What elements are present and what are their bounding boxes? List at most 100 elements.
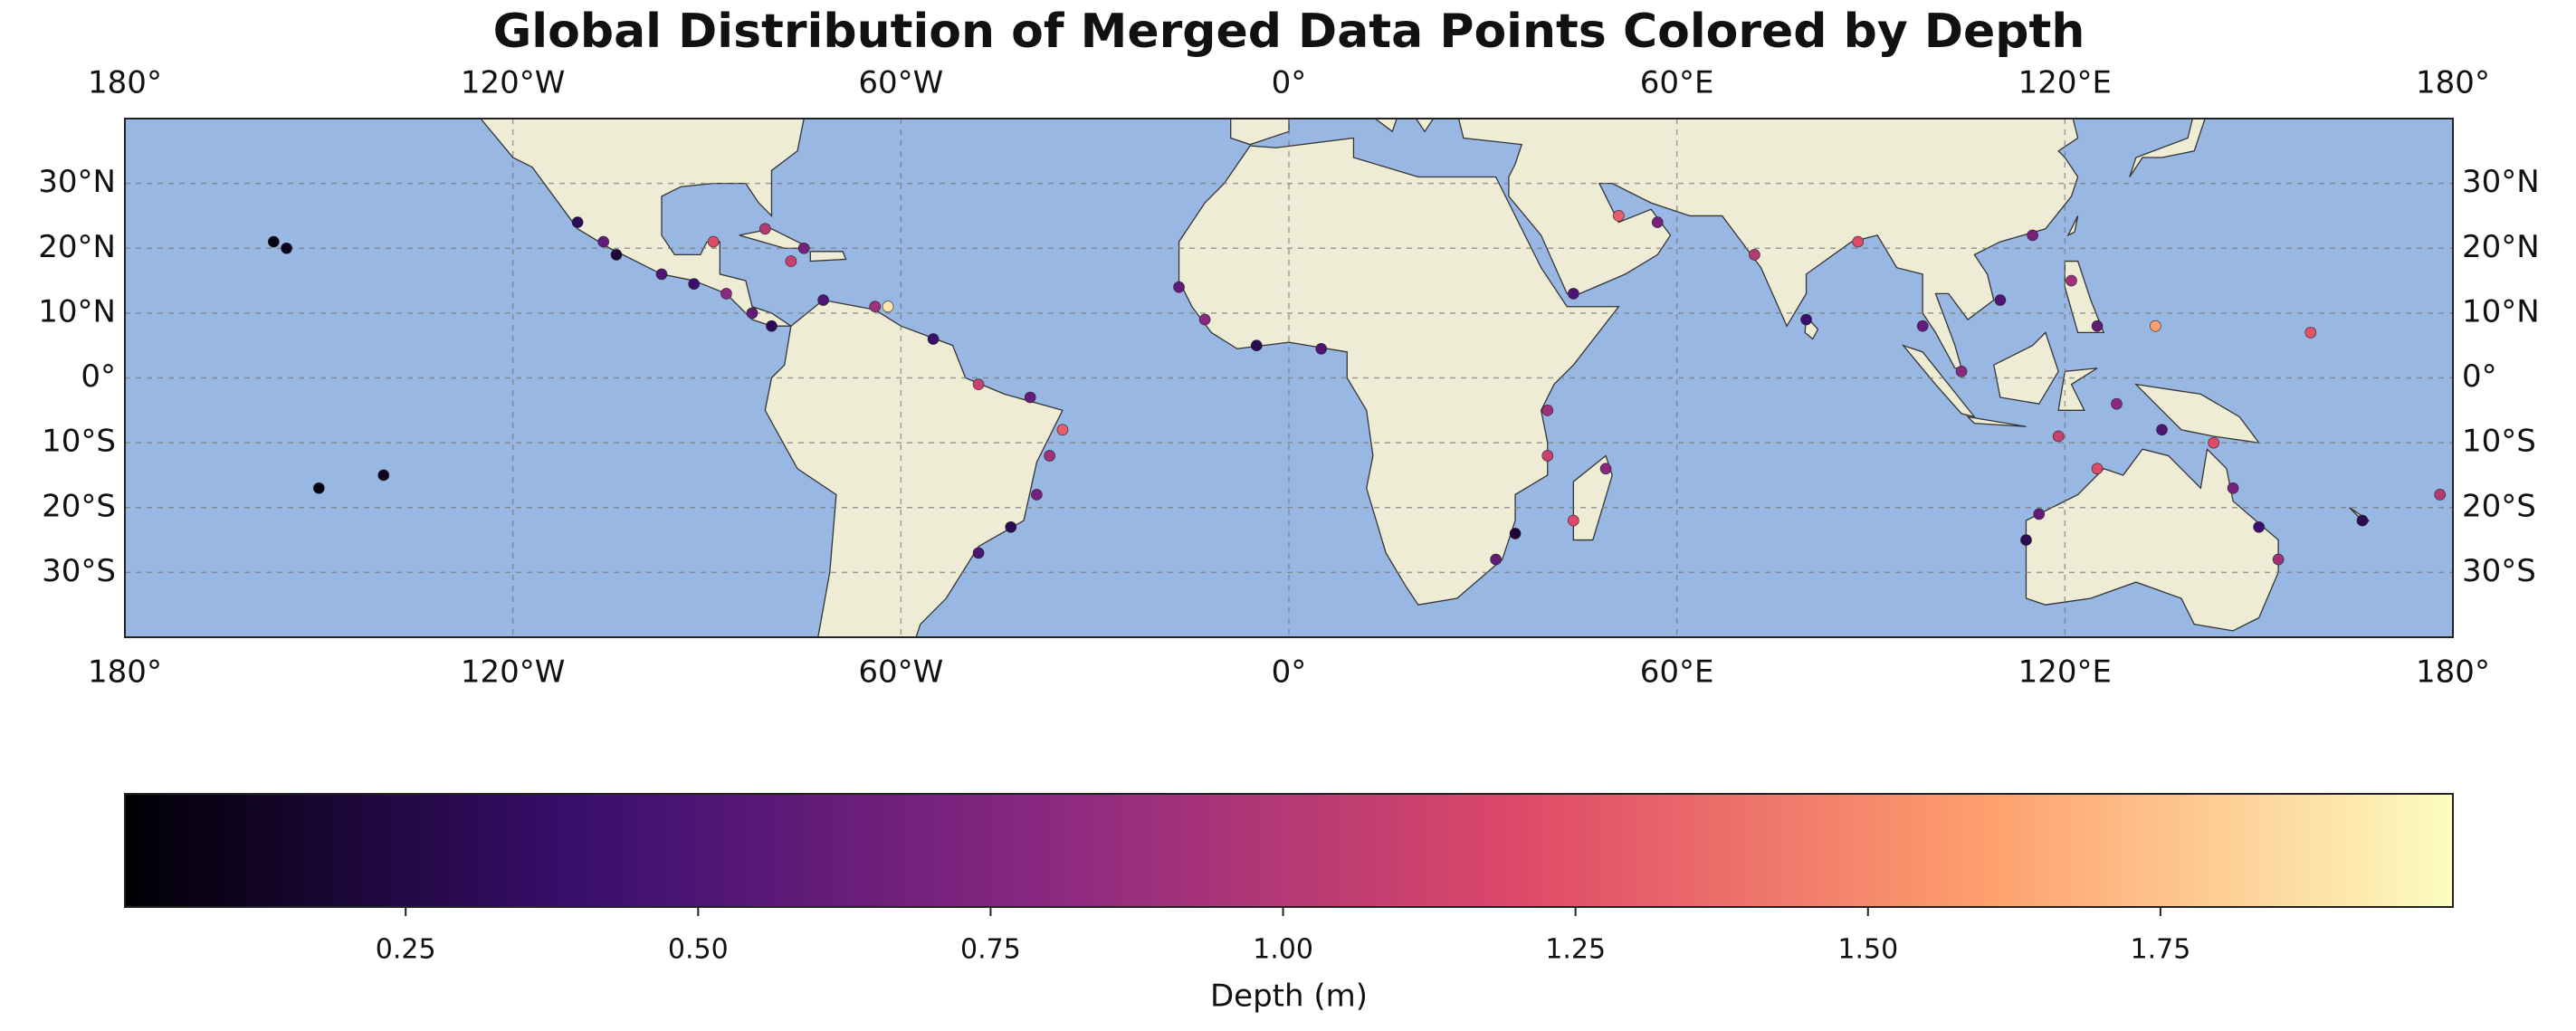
sulawesi xyxy=(2057,368,2098,411)
x-tick-label: 180° xyxy=(2416,65,2490,101)
java xyxy=(1966,415,2027,427)
colorbar-tick-label: 1.00 xyxy=(1253,934,1313,966)
data-point xyxy=(268,235,280,248)
colorbar-tick-label: 1.75 xyxy=(2130,934,2190,966)
data-point xyxy=(1031,489,1043,501)
africa xyxy=(1178,137,1620,606)
x-tick-label: 120°W xyxy=(461,65,566,101)
y-tick-label: 30°S xyxy=(42,553,116,589)
y-tick-label: 20°N xyxy=(2462,229,2540,265)
data-point xyxy=(2091,320,2104,332)
borneo xyxy=(1993,331,2059,405)
data-point xyxy=(688,278,701,290)
data-point xyxy=(1568,514,1579,527)
north-america xyxy=(480,119,805,327)
data-point xyxy=(281,242,292,254)
data-point xyxy=(1994,294,2007,306)
data-point xyxy=(2208,436,2219,449)
y-tick-label: 20°S xyxy=(2462,488,2536,524)
data-point xyxy=(766,320,778,332)
data-point xyxy=(1198,313,1211,326)
data-point xyxy=(1005,520,1017,533)
data-point xyxy=(1541,405,1554,416)
data-point xyxy=(1250,339,1263,351)
x-tick-label: 0° xyxy=(1272,65,1307,101)
data-point xyxy=(571,216,584,228)
data-point xyxy=(1044,450,1055,462)
hispaniola xyxy=(809,251,847,263)
data-point xyxy=(1749,249,1760,261)
data-point xyxy=(2150,320,2161,332)
y-tick-label: 0° xyxy=(2462,358,2497,395)
data-point xyxy=(882,301,894,313)
data-point xyxy=(1800,313,1812,326)
data-point xyxy=(2033,508,2046,520)
data-point xyxy=(707,235,720,248)
data-point xyxy=(1490,553,1502,566)
data-point xyxy=(597,235,609,248)
y-tick-label: 20°N xyxy=(38,229,116,265)
colorbar-tick-label: 1.50 xyxy=(1837,934,1898,966)
data-point xyxy=(1955,366,1968,377)
data-point xyxy=(2227,482,2239,494)
data-point xyxy=(927,333,940,345)
x-tick-label: 60°W xyxy=(858,654,943,691)
land xyxy=(480,119,2371,637)
data-point xyxy=(817,294,829,306)
x-tick-label: 0° xyxy=(1272,654,1307,691)
data-point xyxy=(2027,229,2038,242)
data-point xyxy=(720,288,732,300)
y-tick-label: 10°N xyxy=(38,293,116,329)
colorbar-tick-label: 0.75 xyxy=(960,934,1021,966)
map-layer xyxy=(125,119,2453,637)
x-tick-label: 180° xyxy=(88,65,162,101)
data-point xyxy=(972,378,985,390)
data-point xyxy=(655,268,668,281)
data-point xyxy=(1173,281,1185,293)
new-guinea xyxy=(2134,383,2261,444)
data-point xyxy=(1056,424,1069,436)
x-tick-label: 180° xyxy=(2416,654,2490,691)
data-point xyxy=(1613,210,1625,222)
data-point xyxy=(313,482,325,494)
chart-title: Global Distribution of Merged Data Point… xyxy=(493,5,2085,59)
data-point xyxy=(2304,327,2317,339)
colorbar-tick-label: 1.25 xyxy=(1545,934,1606,966)
data-point xyxy=(2253,520,2265,533)
x-tick-label: 120°E xyxy=(2018,65,2112,101)
y-tick-label: 20°S xyxy=(42,488,116,524)
colorbar-tick-label: 0.25 xyxy=(376,934,436,966)
data-point xyxy=(2066,274,2077,287)
data-point xyxy=(2356,514,2369,527)
data-point xyxy=(1651,216,1664,228)
x-tick-label: 60°E xyxy=(1640,654,1714,691)
x-tick-label: 120°W xyxy=(461,654,566,691)
data-point xyxy=(797,242,810,254)
data-point xyxy=(1509,528,1522,539)
data-point xyxy=(1024,391,1036,404)
data-point xyxy=(1541,450,1554,462)
data-point xyxy=(2052,430,2065,443)
data-point xyxy=(869,301,882,313)
data-point xyxy=(1599,463,1612,475)
data-point xyxy=(2272,553,2285,566)
y-tick-label: 0° xyxy=(81,358,116,395)
colorbar-label: Depth (m) xyxy=(1210,978,1368,1015)
data-point xyxy=(1315,342,1328,355)
x-tick-label: 180° xyxy=(88,654,162,691)
y-tick-label: 10°S xyxy=(42,424,116,460)
map-frame xyxy=(124,118,2454,638)
asia xyxy=(1457,119,2079,369)
data-point xyxy=(785,255,797,267)
data-point xyxy=(2434,489,2447,501)
italy-greece xyxy=(1374,119,1435,133)
y-tick-label: 30°S xyxy=(2462,553,2536,589)
iberia xyxy=(1230,119,1290,146)
y-tick-label: 10°N xyxy=(2462,293,2540,329)
data-point xyxy=(1568,288,1579,300)
x-tick-label: 60°W xyxy=(858,65,943,101)
australia xyxy=(2025,447,2279,632)
japan xyxy=(2129,119,2206,177)
taiwan xyxy=(2066,215,2079,237)
colorbar-tick-label: 0.50 xyxy=(668,934,729,966)
